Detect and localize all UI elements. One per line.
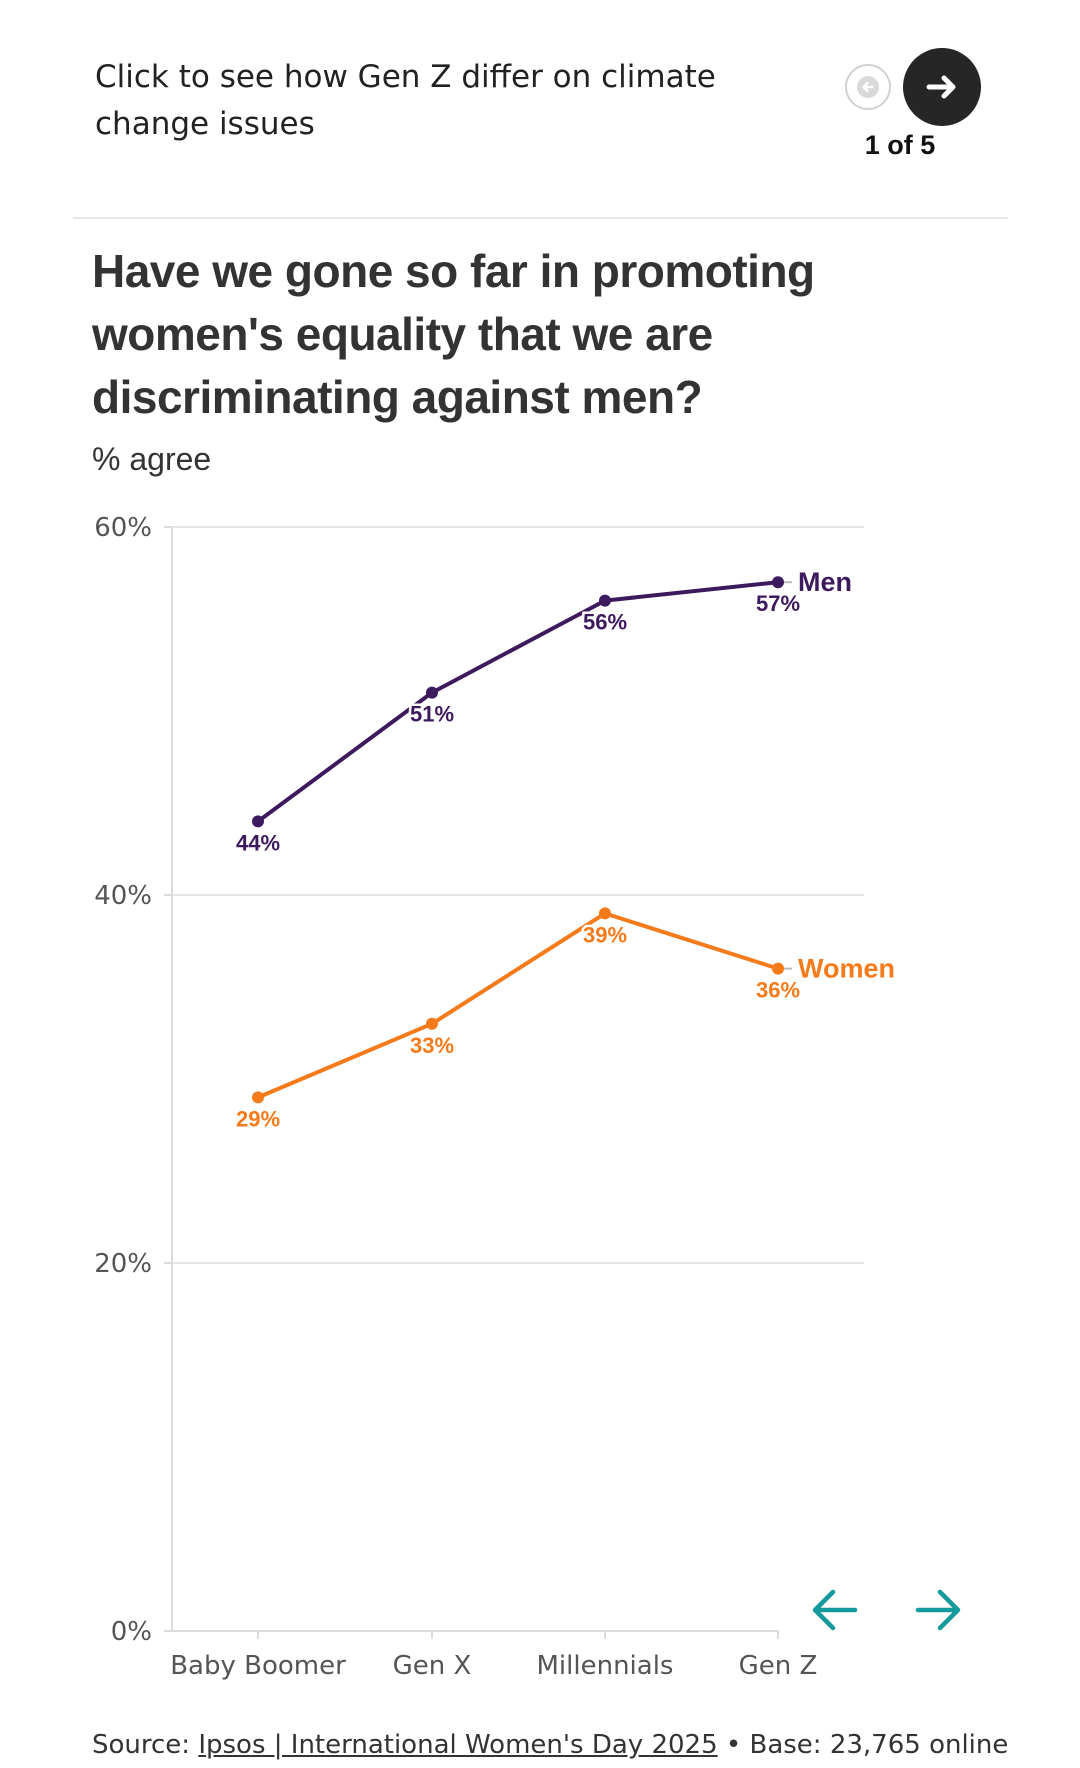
chart-navigation: [805, 1580, 970, 1640]
data-label: 33%: [410, 1033, 454, 1058]
data-label: 57%: [756, 591, 800, 616]
series-women: 29% 33% 39% 36%Women: [233, 907, 895, 1134]
data-label: 44%: [236, 830, 280, 855]
series-line: [256, 911, 780, 1100]
line-chart: 0% 20% 40% 60% Baby Boomer Gen X Millennials Ge…: [94, 513, 970, 1681]
data-point: [252, 815, 264, 828]
series-men: 44% 51% 56% 57%Men: [233, 567, 852, 858]
source-prefix: Source:: [92, 1730, 199, 1760]
arrow-right-icon: [926, 75, 956, 99]
data-point: [772, 576, 784, 589]
source-base: • Base: 23,765 online: [717, 1730, 1009, 1760]
data-point: [426, 1017, 438, 1030]
header-divider: [73, 217, 1008, 219]
y-tick-label: 0%: [111, 1617, 152, 1647]
data-label: 29%: [236, 1106, 280, 1131]
data-point: [426, 686, 438, 699]
slide-prompt: Click to see how Gen Z differ on climate…: [95, 59, 716, 142]
chart-subtitle: % agree: [92, 441, 212, 477]
next-slide-button[interactable]: [903, 48, 981, 126]
data-point: [252, 1091, 264, 1104]
data-point: [599, 907, 611, 920]
chart-next-button[interactable]: [910, 1580, 970, 1640]
series-label: Women: [798, 954, 895, 984]
chart-prev-button[interactable]: [805, 1580, 865, 1640]
previous-slide-button[interactable]: [845, 64, 891, 110]
y-tick-label: 20%: [94, 1249, 152, 1279]
data-label: 51%: [410, 702, 454, 727]
arrow-right-icon: [915, 1589, 961, 1631]
chart-title: Have we gone so far in promoting women's…: [92, 245, 815, 423]
x-tick-label: Millennials: [537, 1651, 674, 1681]
slide-header: Click to see how Gen Z differ on climate…: [0, 0, 1080, 218]
arrow-left-icon: [812, 1589, 858, 1631]
series-label: Men: [798, 567, 852, 597]
y-tick-label: 60%: [94, 513, 152, 543]
data-label: 39%: [583, 922, 627, 947]
data-point: [772, 962, 784, 975]
source-link[interactable]: Ipsos | International Women's Day 2025: [198, 1730, 718, 1760]
arrow-left-icon: [857, 76, 879, 98]
data-point: [599, 594, 611, 607]
x-tick-label: Baby Boomer: [170, 1651, 346, 1681]
y-tick-label: 40%: [94, 881, 152, 911]
data-label: 56%: [583, 610, 627, 635]
slide-counter: 1 of 5: [864, 130, 936, 160]
source-note: Source: Ipsos | International Women's Da…: [92, 1730, 1072, 1760]
series-line: [256, 580, 780, 824]
x-tick-label: Gen X: [393, 1651, 472, 1681]
x-tick-label: Gen Z: [739, 1651, 818, 1681]
chart-axes: 0% 20% 40% 60% Baby Boomer Gen X Millennials Ge…: [94, 513, 817, 1681]
chart-grid: [172, 526, 864, 1264]
data-label: 36%: [756, 978, 800, 1003]
chart-series: 44% 51% 56% 57%Men 29% 33% 39% 36%Women: [233, 567, 895, 1134]
